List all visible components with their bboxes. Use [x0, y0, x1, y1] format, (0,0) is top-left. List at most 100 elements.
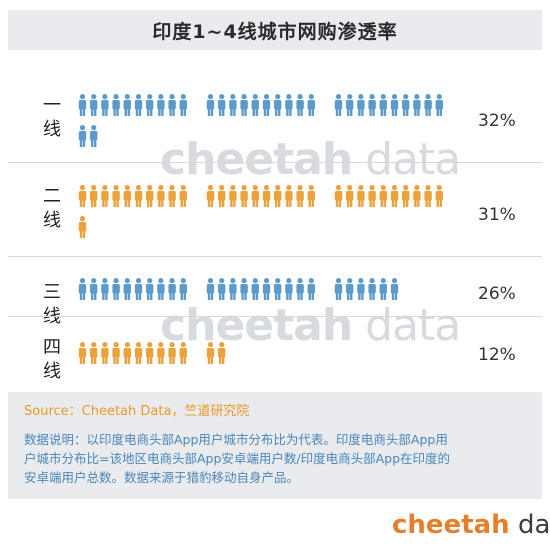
chart-title: 印度1~4线城市网购渗透率 — [152, 20, 398, 43]
person-icon — [274, 94, 282, 116]
person-icon — [251, 94, 259, 116]
brand-logo: cheetah data — [392, 510, 550, 540]
person-icon — [78, 342, 87, 364]
person-icon — [101, 342, 109, 364]
tier-label-1-char-2: 线 — [43, 119, 61, 140]
person-icon — [123, 342, 131, 364]
person-icon — [112, 342, 120, 364]
person-icon — [357, 94, 365, 116]
person-icon — [168, 185, 176, 207]
person-icon — [78, 125, 87, 147]
person-icon — [240, 185, 248, 207]
chart-title-bar: 印度1~4线城市网购渗透率 — [8, 10, 542, 50]
person-icon — [390, 278, 399, 300]
person-icon — [240, 94, 248, 116]
person-icon — [157, 342, 165, 364]
tier-label-4-char-2: 线 — [43, 361, 61, 382]
person-icon — [307, 185, 315, 207]
value-label-4: 12% — [478, 345, 516, 365]
watermark-top: cheetah data — [160, 134, 461, 185]
person-icon — [296, 94, 304, 116]
person-icon — [90, 125, 98, 147]
person-icon — [357, 278, 365, 300]
person-icon — [134, 185, 143, 207]
person-icon — [146, 278, 154, 300]
person-icon — [435, 94, 443, 116]
person-icon — [101, 185, 109, 207]
row-divider-3 — [8, 316, 542, 317]
person-icon — [262, 278, 271, 300]
person-icon — [262, 185, 271, 207]
person-icon — [78, 278, 87, 300]
tier-label-1-char-1: 一 — [43, 95, 61, 116]
person-icon — [379, 278, 387, 300]
data-note-line-3: 安卓端用户总数。数据来源于猎豹移动自身产品。 — [24, 470, 300, 485]
person-icon — [274, 278, 282, 300]
value-label-2: 31% — [478, 205, 516, 225]
person-icon — [112, 185, 120, 207]
person-icon — [78, 185, 87, 207]
person-icon — [123, 185, 131, 207]
person-icon — [368, 94, 376, 116]
person-icon — [334, 185, 343, 207]
person-icon — [334, 278, 343, 300]
tier-label-3-char-1: 三 — [43, 282, 61, 303]
data-note: 数据说明：以印度电商头部App用户城市分布比为代表。印度电商头部App用 户城市… — [24, 430, 530, 487]
tier-label-1: 一线 — [38, 94, 66, 142]
person-icon — [285, 185, 293, 207]
person-icon — [251, 185, 259, 207]
row-divider-1 — [8, 162, 542, 163]
value-label-1: 32% — [478, 111, 516, 131]
person-icon — [112, 278, 120, 300]
person-icon — [390, 185, 399, 207]
person-icon — [229, 185, 237, 207]
person-icon — [379, 185, 387, 207]
person-icon — [101, 94, 109, 116]
person-icon — [90, 185, 98, 207]
person-icon — [206, 278, 215, 300]
person-icon — [134, 342, 143, 364]
watermark-bottom: cheetah data — [160, 300, 461, 351]
person-icon — [90, 94, 98, 116]
person-icon — [112, 94, 120, 116]
person-icon — [78, 94, 87, 116]
person-icon — [368, 185, 376, 207]
person-icon — [206, 342, 215, 364]
tier-label-2-char-2: 线 — [43, 210, 61, 231]
person-icon — [78, 216, 87, 238]
person-icon — [179, 278, 187, 300]
person-icon — [206, 94, 215, 116]
person-icon — [413, 185, 421, 207]
person-icon — [368, 278, 376, 300]
person-icon — [168, 278, 176, 300]
person-icon — [229, 94, 237, 116]
person-icon — [101, 278, 109, 300]
person-icon — [346, 278, 354, 300]
person-icon — [134, 94, 143, 116]
person-icon — [157, 278, 165, 300]
person-icon — [285, 94, 293, 116]
person-icon — [157, 94, 165, 116]
data-note-line-1: 数据说明：以印度电商头部App用户城市分布比为代表。印度电商头部App用 — [24, 432, 448, 447]
person-icon — [179, 185, 187, 207]
person-icon — [424, 185, 432, 207]
person-icon — [90, 342, 98, 364]
person-icon — [168, 94, 176, 116]
person-icon — [402, 94, 410, 116]
value-label-3: 26% — [478, 284, 516, 304]
person-icon — [218, 342, 226, 364]
person-icon — [307, 278, 315, 300]
person-icon — [424, 94, 432, 116]
tier-label-2: 二线 — [38, 185, 66, 233]
person-icon — [307, 94, 315, 116]
person-icon — [90, 278, 98, 300]
person-icon — [296, 278, 304, 300]
person-icon — [334, 94, 343, 116]
person-icon — [346, 94, 354, 116]
footer-box: Source：Cheetah Data，竺道研究院 数据说明：以印度电商头部Ap… — [8, 392, 542, 499]
person-icon — [274, 185, 282, 207]
person-icon — [435, 185, 443, 207]
person-icon — [262, 94, 271, 116]
tier-label-4-char-1: 四 — [43, 337, 61, 358]
